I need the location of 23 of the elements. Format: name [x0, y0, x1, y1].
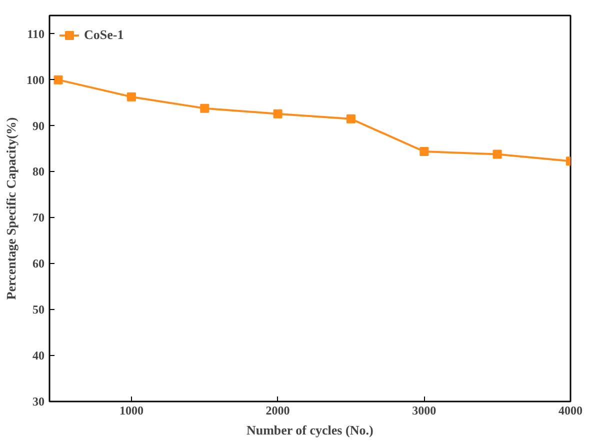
y-tick-label: 80	[32, 164, 44, 179]
point	[492, 150, 502, 159]
point	[346, 114, 356, 124]
y-tick-label: 70	[32, 210, 44, 225]
point	[273, 109, 282, 118]
y-tick-label: 100	[26, 72, 44, 87]
y-tick-label: 60	[32, 256, 44, 271]
y-tick-label: 110	[27, 26, 45, 41]
legend-label: CoSe-1	[84, 27, 124, 43]
y-tick-label: 30	[32, 394, 44, 408]
x-axis-title: Number of cycles (No.)	[246, 422, 374, 438]
x-tick-label: 1000	[119, 404, 144, 418]
x-tick-label: 2000	[266, 404, 290, 418]
y-tick-label: 50	[32, 302, 44, 317]
y-tick-label: 40	[32, 348, 44, 363]
point	[54, 75, 63, 84]
y-tick-label: 90	[32, 118, 44, 133]
point	[200, 104, 210, 113]
point	[126, 92, 136, 102]
y-axis-title: Percentage Specific Capacity(%)	[4, 117, 18, 300]
x-tick-label: 4000	[558, 404, 582, 418]
x-tick-label: 3000	[412, 404, 436, 418]
point	[420, 147, 429, 156]
